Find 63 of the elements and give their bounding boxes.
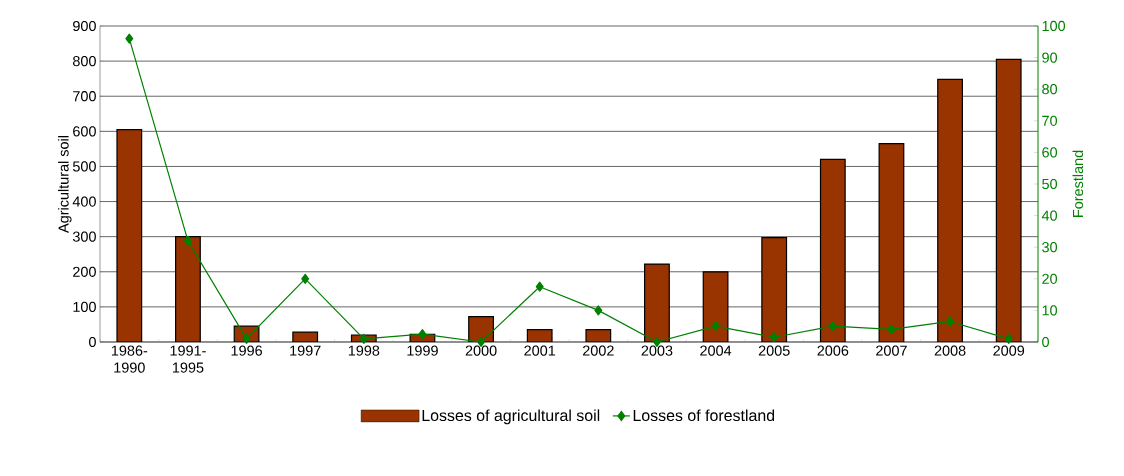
x-tick-label: 2005: [758, 345, 790, 356]
bar: [995, 58, 1022, 342]
y2-tick-label: 0: [1042, 336, 1049, 348]
y-tick-label: 500: [72, 161, 96, 172]
x-tick-label: 2006: [817, 345, 849, 356]
bar: [116, 128, 143, 342]
point: [594, 305, 603, 316]
bar: [761, 237, 788, 342]
bar: [819, 158, 846, 342]
x-tick-label: 1997: [290, 345, 321, 356]
y2-tick-label: 50: [1042, 178, 1058, 190]
point: [828, 321, 837, 332]
y2-tick-label: 80: [1042, 84, 1058, 95]
point: [301, 273, 310, 284]
y-tick-label: 200: [73, 266, 96, 277]
y2-tick-label: 60: [1042, 147, 1058, 158]
bar: [175, 236, 201, 342]
y2-tick-label: 10: [1042, 305, 1058, 316]
x-tick-label: 1991-1995: [170, 345, 206, 373]
y2-tick-label: 20: [1042, 273, 1058, 284]
y-tick-label: 100: [73, 301, 96, 312]
point: [535, 281, 544, 292]
x-tick-label: 2007: [876, 345, 907, 356]
bar: [878, 143, 905, 342]
y-tick-label: 900: [73, 20, 96, 32]
y2-tick-label: 90: [1042, 52, 1058, 63]
y-tick-label: 800: [73, 55, 96, 67]
bar: [644, 263, 670, 342]
y2-tick-label: 100: [1042, 20, 1066, 32]
point: [418, 329, 427, 340]
bar: [702, 271, 729, 342]
x-tick-label: 2004: [700, 345, 732, 356]
y-tick-label: 400: [72, 196, 96, 207]
bar: [937, 78, 963, 342]
x-tick-label: 2009: [993, 345, 1025, 356]
y-tick-label: 300: [72, 231, 96, 242]
y-tick-label: 700: [73, 91, 96, 102]
point: [359, 333, 368, 344]
point: [946, 316, 955, 327]
legend-label: Losses of forestland: [633, 409, 775, 422]
y2-tick-label: 70: [1042, 115, 1058, 126]
point: [1004, 333, 1013, 344]
x-tick-label: 1998: [348, 345, 380, 356]
y2-tick-label: 40: [1041, 210, 1058, 221]
x-tick-label: 2003: [641, 345, 673, 356]
point: [711, 321, 720, 332]
x-tick-label: 1986-1990: [111, 345, 148, 373]
y2-tick-label: 30: [1042, 242, 1058, 253]
x-tick-label: 1999: [407, 345, 438, 356]
point: [183, 235, 192, 246]
x-tick-label: 1996: [231, 345, 262, 356]
y-tick-label: 0: [89, 336, 96, 348]
point: [887, 324, 896, 335]
y-axis-title: Agricultural soil: [58, 136, 72, 233]
y2-axis-title: Forestland: [1072, 150, 1084, 217]
x-tick-label: 2008: [934, 345, 966, 356]
x-tick-label: 2002: [582, 345, 614, 356]
point: [770, 332, 779, 343]
y-tick-label: 600: [73, 126, 96, 137]
legend-label: Losses of agricultural soil: [422, 409, 600, 425]
x-tick-label: 2000: [465, 345, 497, 356]
point: [125, 33, 134, 44]
x-tick-label: 2001: [524, 345, 556, 356]
